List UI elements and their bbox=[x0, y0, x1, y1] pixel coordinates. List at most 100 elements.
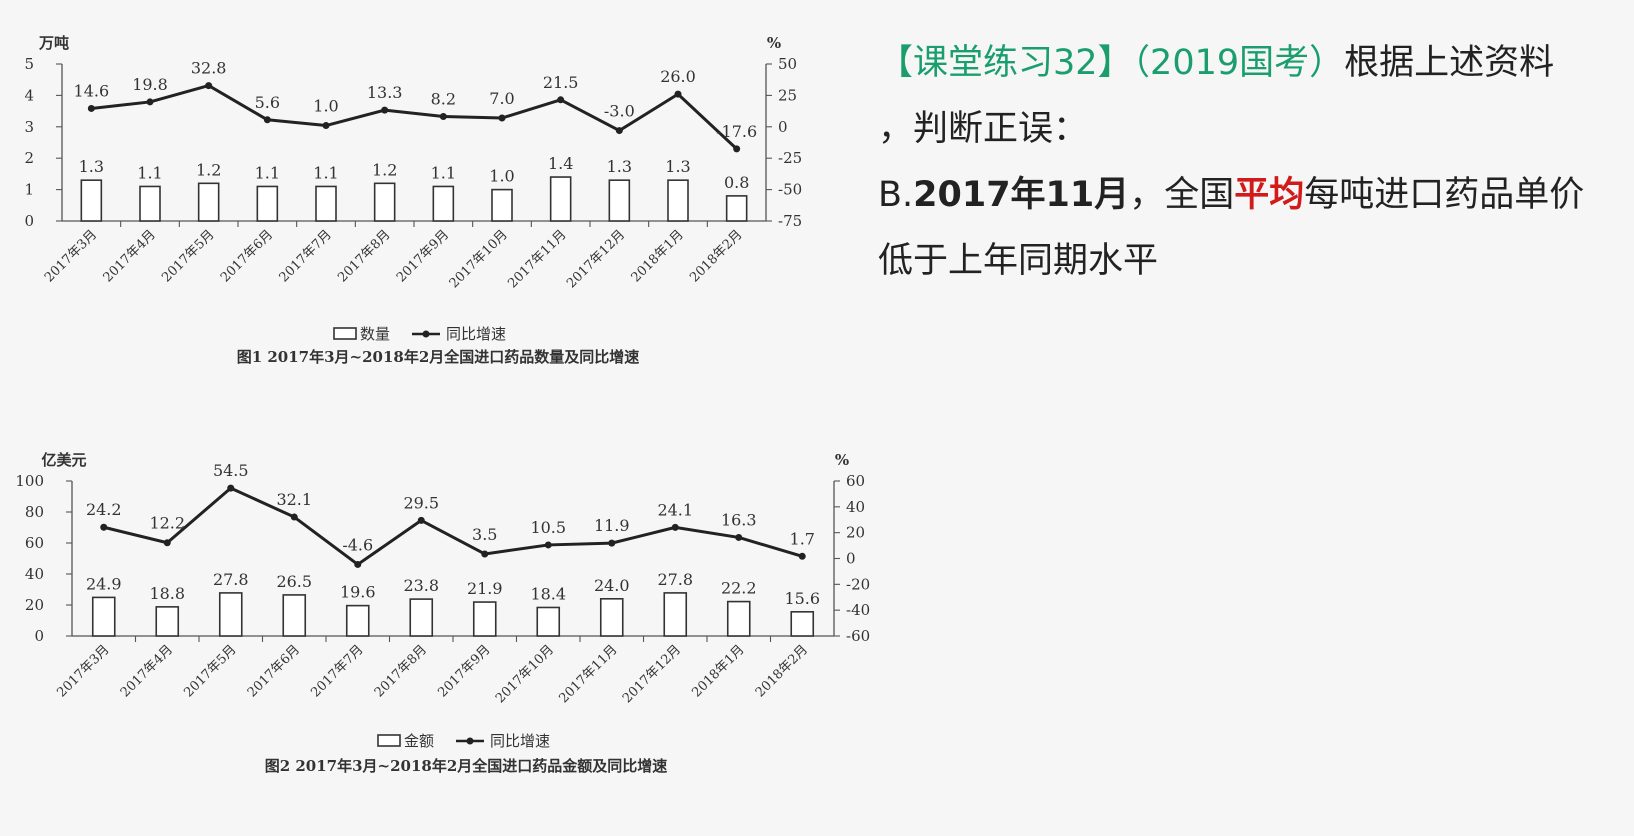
left-unit-label: 亿美元 bbox=[41, 451, 86, 469]
growth-rate-label: 26.0 bbox=[660, 67, 696, 86]
right-unit-label: % bbox=[835, 451, 849, 469]
left-tick-label: 100 bbox=[15, 472, 44, 490]
question-option-b: B.2017年11月，全国平均每吨进口药品单价 bbox=[878, 162, 1618, 228]
x-tick-label: 2017年11月 bbox=[505, 227, 569, 291]
bar-value-label: 23.8 bbox=[403, 576, 439, 595]
chart-caption: 图2 2017年3月~2018年2月全国进口药品金额及同比增速 bbox=[265, 757, 668, 775]
growth-rate-label: 13.3 bbox=[367, 83, 403, 102]
bar bbox=[549, 176, 572, 222]
bar bbox=[256, 185, 279, 222]
legend-line-label: 同比增速 bbox=[490, 732, 550, 750]
bar bbox=[726, 600, 751, 637]
growth-rate-label: -3.0 bbox=[604, 102, 635, 121]
option-rest: 每吨进口药品单价 bbox=[1304, 175, 1585, 215]
growth-rate-point bbox=[146, 98, 154, 106]
growth-rate-point bbox=[608, 539, 616, 547]
bar bbox=[197, 182, 220, 222]
bar-value-label: 24.0 bbox=[594, 576, 630, 595]
growth-rate-point bbox=[227, 484, 235, 492]
legend-line-marker bbox=[466, 737, 474, 745]
growth-rate-label: 19.8 bbox=[132, 75, 168, 94]
question-intro: 根据上述资料 bbox=[1344, 43, 1555, 83]
bar-value-label: 1.3 bbox=[79, 157, 104, 176]
growth-rate-label: 12.2 bbox=[149, 514, 185, 533]
x-tick-label: 2017年8月 bbox=[335, 227, 393, 285]
bar-value-label: 1.3 bbox=[607, 157, 632, 176]
bar bbox=[790, 611, 815, 637]
legend-line-label: 同比增速 bbox=[446, 325, 506, 343]
bar-value-label: 15.6 bbox=[784, 589, 820, 608]
right-tick-label: 0 bbox=[778, 118, 788, 136]
option-date: 2017年11月 bbox=[913, 175, 1130, 215]
growth-rate-point bbox=[557, 96, 565, 104]
legend-bar-swatch bbox=[333, 327, 357, 340]
bar-value-label: 24.9 bbox=[86, 574, 122, 593]
option-prefix: B. bbox=[878, 175, 914, 215]
growth-rate-label: 7.0 bbox=[489, 89, 514, 108]
left-tick-label: 1 bbox=[24, 181, 34, 199]
growth-rate-label: 8.2 bbox=[431, 90, 456, 109]
question-line-4: 低于上年同期水平 bbox=[878, 241, 1159, 281]
bar bbox=[345, 604, 370, 637]
bar-value-label: 1.1 bbox=[255, 163, 280, 182]
x-tick-label: 2017年10月 bbox=[447, 227, 511, 291]
growth-rate-point bbox=[674, 90, 682, 98]
growth-rate-label: 29.5 bbox=[403, 493, 439, 512]
x-tick-label: 2017年7月 bbox=[308, 642, 366, 700]
x-tick-label: 2018年1月 bbox=[629, 227, 687, 285]
x-tick-label: 2017年11月 bbox=[556, 642, 620, 706]
bar bbox=[373, 182, 396, 222]
right-tick-label: 25 bbox=[778, 86, 797, 104]
growth-rate-point bbox=[798, 552, 806, 560]
x-tick-label: 2017年9月 bbox=[435, 642, 493, 700]
bar bbox=[155, 606, 180, 637]
bar-value-label: 18.4 bbox=[530, 584, 566, 603]
option-highlight: 平均 bbox=[1234, 175, 1305, 215]
left-tick-label: 2 bbox=[24, 149, 34, 167]
question-line-1: 【课堂练习32】（2019国考）根据上述资料 bbox=[878, 30, 1618, 96]
growth-rate-point bbox=[735, 533, 743, 541]
bar bbox=[282, 594, 307, 637]
bar bbox=[315, 185, 337, 222]
chart-2-svg: 亿美元 % 0 20 40 60 80 100 -60 -40 -20 0 20 40 60 24.9 18.8… bbox=[15, 451, 870, 775]
growth-rate-point bbox=[733, 145, 741, 153]
bar bbox=[139, 185, 161, 222]
option-comma: ，全国 bbox=[1129, 175, 1235, 215]
bar bbox=[491, 188, 513, 222]
right-tick-label: -20 bbox=[846, 575, 870, 593]
growth-rate-point bbox=[322, 122, 330, 130]
legend-bar-label: 数量 bbox=[360, 325, 390, 343]
x-tick-label: 2017年9月 bbox=[394, 227, 452, 285]
growth-rate-label: 11.9 bbox=[594, 516, 630, 535]
legend-line-marker bbox=[422, 330, 430, 338]
growth-rate-label: 21.5 bbox=[543, 73, 579, 92]
left-tick-label: 80 bbox=[25, 503, 44, 521]
x-tick-label: 2017年3月 bbox=[42, 227, 100, 285]
x-tick-label: 2017年4月 bbox=[118, 642, 176, 700]
bar-value-label: 18.8 bbox=[149, 584, 185, 603]
bar bbox=[667, 179, 689, 222]
chart-2: 亿美元% 0 20 40 60 80 100 -60 -40 -20 0 20 40 60 24.9 18.8… bbox=[0, 430, 920, 832]
chart-1: 万吨% 0 1 2 3 4 5 -75 -50 -25 0 25 50 1.3 1.1 1.2 1.1 1.1 1.… bbox=[0, 0, 860, 400]
legend-bar-label: 金额 bbox=[404, 732, 434, 750]
growth-rate-label: 3.5 bbox=[472, 525, 497, 544]
x-tick-label: 2017年5月 bbox=[159, 227, 217, 285]
chart-1-svg: 万吨 % 0 1 2 3 4 5 -75 -50 -25 0 25 50 1.3 1.1 1.2 1.1 1.1 1.… bbox=[24, 34, 802, 366]
x-tick-label: 2017年6月 bbox=[245, 642, 303, 700]
growth-rate-label: 54.5 bbox=[213, 461, 249, 480]
bar-value-label: 1.1 bbox=[431, 163, 456, 182]
growth-rate-label: 24.2 bbox=[86, 500, 122, 519]
bar-value-label: 26.5 bbox=[276, 572, 312, 591]
growth-rate-label: 14.6 bbox=[74, 81, 110, 100]
bar-value-label: 0.8 bbox=[724, 173, 749, 192]
growth-rate-label: 1.7 bbox=[790, 529, 815, 548]
growth-rate-point bbox=[100, 523, 108, 531]
right-tick-label: 20 bbox=[846, 524, 865, 542]
bar-value-label: 1.3 bbox=[665, 157, 690, 176]
bar bbox=[599, 598, 624, 637]
growth-rate-point bbox=[498, 114, 506, 122]
growth-rate-point bbox=[381, 106, 389, 114]
x-tick-label: 2018年2月 bbox=[687, 227, 745, 285]
left-tick-label: 0 bbox=[34, 627, 44, 645]
bar-value-label: 1.1 bbox=[313, 163, 338, 182]
